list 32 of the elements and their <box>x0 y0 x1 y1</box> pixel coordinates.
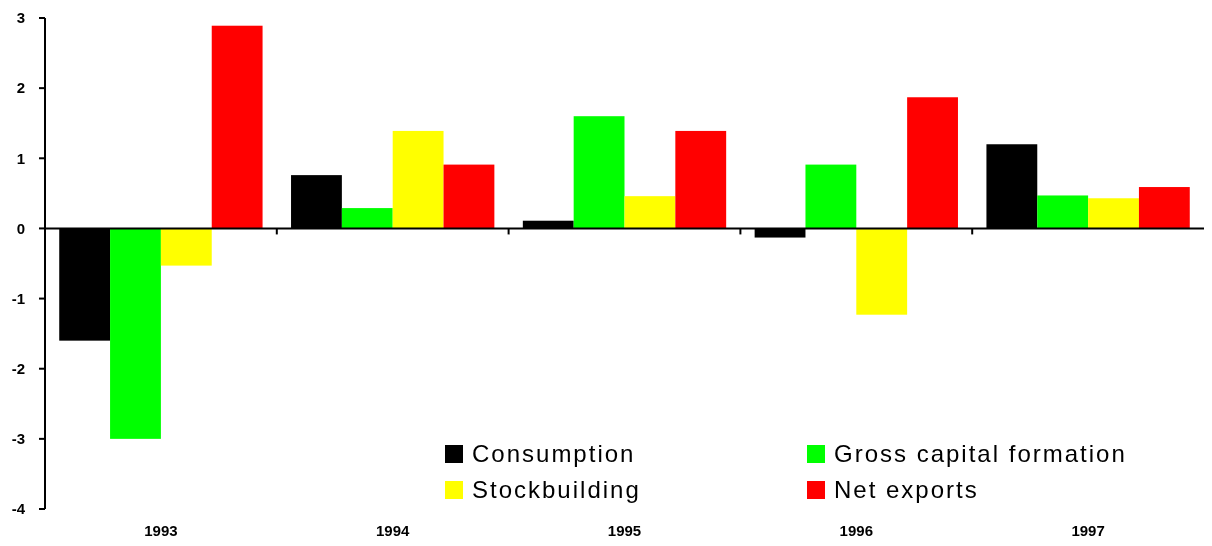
y-tick-label: -2 <box>11 359 25 377</box>
bar <box>443 164 495 229</box>
bar <box>1037 195 1089 229</box>
bar <box>907 97 958 229</box>
bar <box>160 228 212 266</box>
bar <box>573 116 625 229</box>
bar <box>211 25 263 229</box>
x-tick-label: 1996 <box>839 522 873 539</box>
x-tick-label: 1997 <box>1071 522 1105 539</box>
y-tick-label: -4 <box>11 500 26 518</box>
bar <box>392 130 444 229</box>
legend-label: Gross capital formation <box>834 440 1127 468</box>
legend-label: Net exports <box>834 476 979 504</box>
x-tick-label: 1993 <box>144 522 178 539</box>
legend-label: Consumption <box>472 440 636 468</box>
y-tick-label: 1 <box>16 149 25 167</box>
legend-label: Stockbuilding <box>472 476 641 504</box>
bar <box>624 196 676 229</box>
bar <box>1088 198 1139 229</box>
bar <box>1138 187 1190 229</box>
y-tick-label: -3 <box>11 430 25 448</box>
bar <box>110 228 161 439</box>
y-tick-label: 3 <box>16 9 25 27</box>
x-tick-label: 1994 <box>376 522 411 539</box>
y-tick-label: -1 <box>11 289 25 307</box>
y-tick-label: 0 <box>16 219 25 237</box>
bar <box>675 130 727 229</box>
bar <box>805 164 857 229</box>
bar <box>856 228 908 315</box>
y-tick-label: 2 <box>16 79 25 97</box>
x-tick-label: 1995 <box>607 522 642 539</box>
bar <box>341 208 393 229</box>
